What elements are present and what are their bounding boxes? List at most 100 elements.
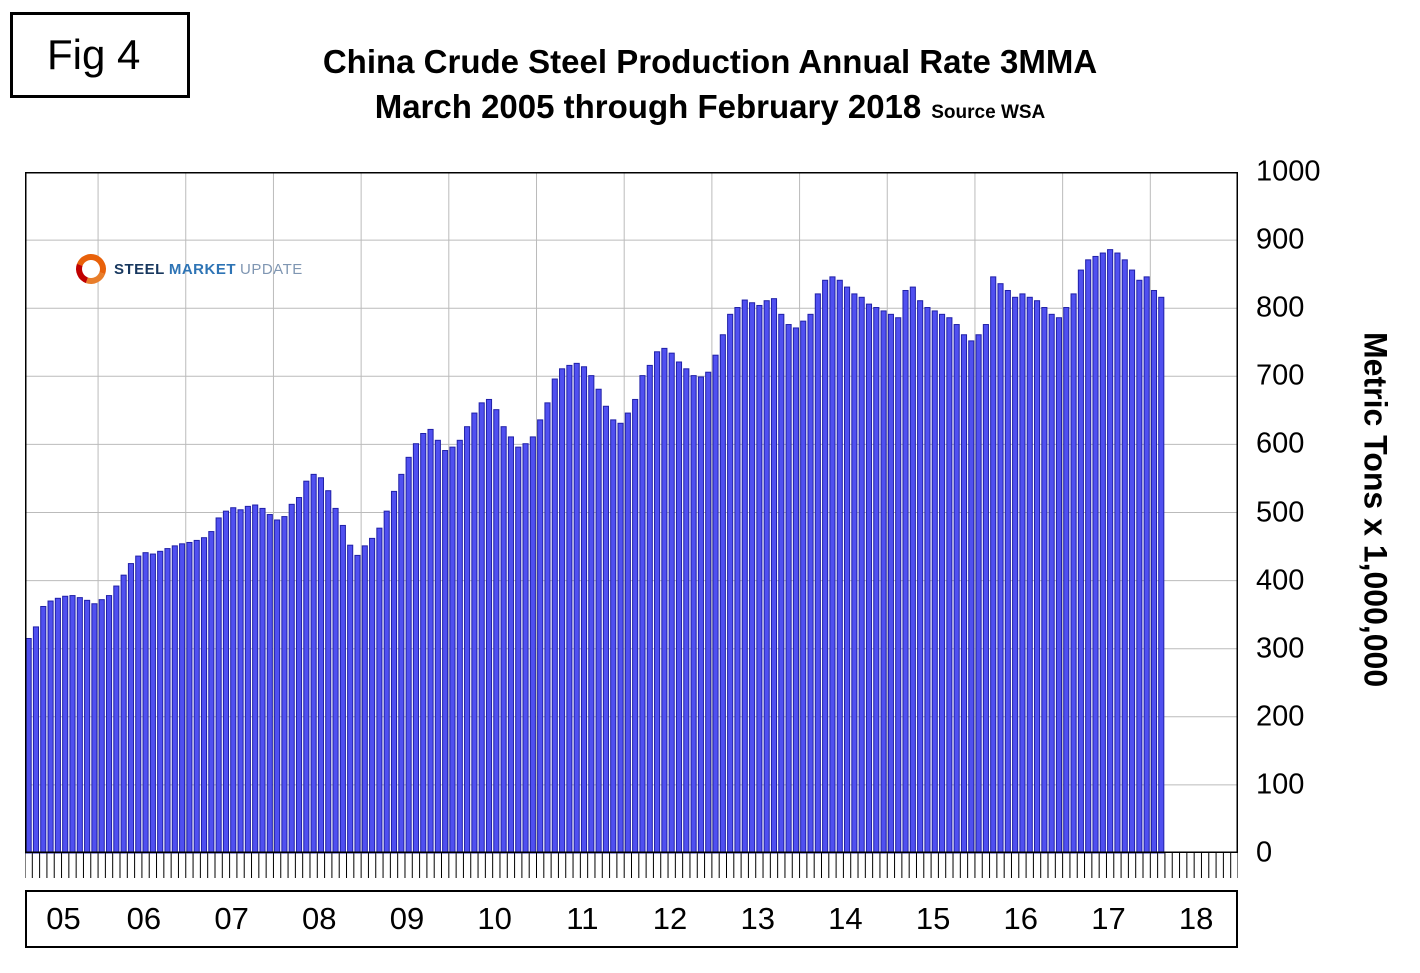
bar [127,563,135,854]
bar [917,300,924,854]
bar [580,366,588,854]
logo-globe-icon [71,249,111,289]
bar [1055,317,1063,854]
bar [997,283,1004,854]
bar [1107,249,1114,854]
x-axis-year-strip: 05 06 07 08 09 10 11 12 13 14 15 16 17 18 [25,890,1238,948]
bar [1085,259,1092,854]
bar [646,364,653,854]
bar [507,436,514,854]
bar [325,490,332,854]
bar [968,340,975,854]
bar [449,446,456,854]
bar [1048,313,1055,854]
y-axis-title-text: Metric Tons x 1,000,000 [1357,332,1394,688]
bar [624,412,631,854]
bar [770,298,778,854]
x-year-label: 08 [302,901,337,936]
bar [851,293,858,854]
bar [844,286,851,854]
bar [1099,252,1106,854]
bar [515,446,522,854]
logo-word-steel: STEEL [114,260,165,278]
bar [858,296,865,854]
bar [668,352,675,854]
bar [266,514,273,854]
x-year-label: 07 [214,901,249,936]
bar [610,419,617,854]
bar [281,516,288,854]
bar-chart-plot-area [25,172,1238,878]
bar [697,376,704,854]
bar [500,426,507,854]
bar [566,364,573,854]
x-year-label: 09 [389,901,425,936]
y-tick-label: 500 [1256,496,1305,528]
bar [880,310,887,854]
bar [939,313,946,854]
bar [529,436,536,854]
bar [62,595,69,854]
bar [800,320,807,854]
bar [690,375,697,854]
bar [814,293,821,854]
bar [639,375,646,854]
bar [105,595,113,854]
bar [675,361,683,854]
bar [617,422,624,854]
bar [1012,296,1019,854]
bar [295,497,303,854]
bar [931,310,938,854]
y-tick-label: 800 [1256,291,1305,324]
bar [632,398,639,854]
bar [734,307,741,854]
bar [960,334,968,854]
bar [149,553,156,854]
bar [602,405,609,854]
bar [865,303,873,854]
y-tick-label: 300 [1256,632,1305,665]
bar [829,276,836,854]
x-year-label: 17 [1091,901,1126,936]
bar [902,289,909,854]
bar [705,371,712,854]
bar [990,276,997,854]
bar [405,456,412,854]
y-tick-label: 200 [1256,700,1305,733]
y-tick-label: 1000 [1256,155,1321,188]
bar [76,597,83,854]
bar [1077,269,1084,854]
bar [573,362,580,854]
bar [493,409,500,854]
bar [303,480,310,854]
bar [179,543,186,854]
bar [778,313,785,854]
bar [559,368,566,854]
logo-word-market: MARKET [168,260,237,278]
bar [1070,293,1077,854]
chart-title-block: China Crude Steel Production Annual Rate… [0,40,1420,129]
bar [200,537,208,854]
bar [661,347,668,854]
bar [434,439,441,854]
bar [1136,279,1143,854]
bar [32,626,40,854]
bar [317,477,324,854]
bar [1143,276,1150,854]
x-year-label: 13 [740,901,775,936]
bar [332,507,339,854]
bar [822,279,829,854]
bar [91,603,98,854]
bar [471,412,478,854]
x-year-label: 06 [126,901,162,936]
x-year-label: 12 [652,901,688,936]
bar [1026,296,1033,854]
bar [25,637,32,854]
bar [741,299,748,854]
bar [478,402,485,854]
bar [727,313,734,854]
bar [756,304,763,854]
bar [412,443,419,854]
bar [383,510,390,854]
bar [1158,296,1165,854]
